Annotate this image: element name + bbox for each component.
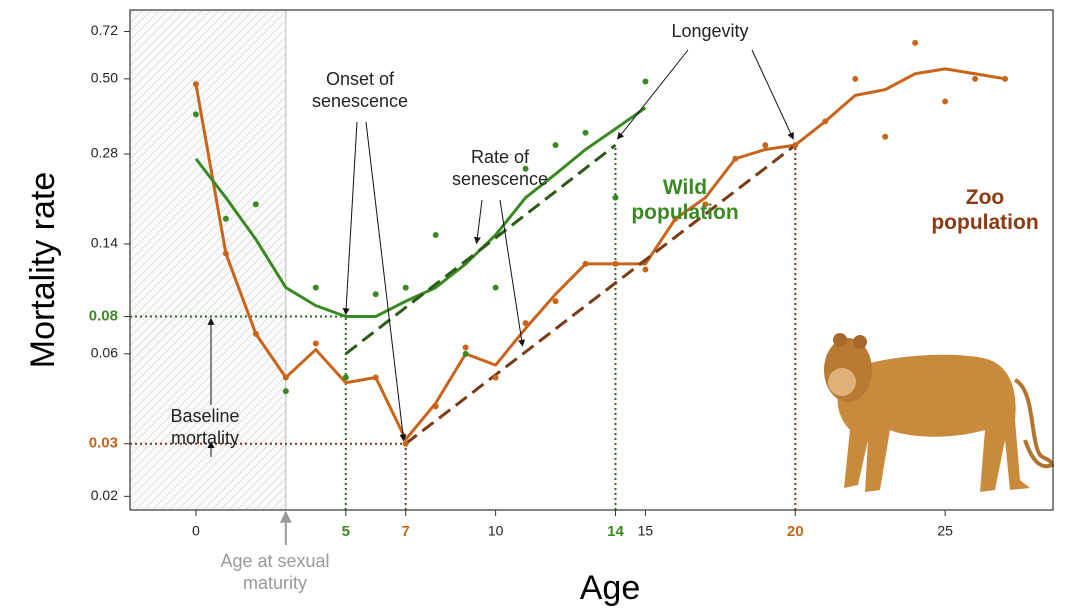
annotation-arrow bbox=[617, 49, 689, 140]
data-point bbox=[912, 39, 919, 46]
y-axis-label: Mortality rate bbox=[24, 172, 62, 369]
annotation-arrow bbox=[473, 199, 483, 245]
x-tick-label: 14 bbox=[607, 523, 624, 540]
data-point bbox=[492, 374, 499, 381]
data-point bbox=[552, 298, 559, 305]
data-point bbox=[1002, 75, 1009, 82]
annotation: Longevity bbox=[671, 21, 749, 41]
x-axis-label: Age bbox=[580, 569, 641, 607]
annotation-arrow bbox=[499, 199, 526, 347]
annotation: Onset of senescence bbox=[311, 69, 409, 111]
series-label-box: Wild population bbox=[631, 176, 739, 224]
data-point bbox=[552, 142, 559, 149]
data-point bbox=[372, 374, 379, 381]
annotation-arrow bbox=[342, 121, 358, 316]
data-point bbox=[732, 155, 739, 162]
data-point bbox=[942, 98, 949, 105]
data-point bbox=[462, 344, 469, 351]
data-point bbox=[612, 260, 619, 267]
data-point bbox=[852, 75, 859, 82]
data-point bbox=[642, 78, 649, 85]
data-point bbox=[522, 165, 529, 172]
annotation-arrow bbox=[751, 49, 794, 140]
x-tick-label: 5 bbox=[342, 523, 350, 540]
annotation-box: Age at sexual maturity bbox=[220, 551, 330, 593]
annotation-box: Rate of senescence bbox=[451, 147, 549, 189]
series-label-box: Zoo population bbox=[931, 186, 1039, 234]
data-point bbox=[702, 201, 709, 208]
data-point bbox=[612, 194, 619, 201]
data-point bbox=[312, 340, 319, 347]
data-point bbox=[582, 129, 589, 136]
data-point bbox=[372, 291, 379, 298]
annotation: Rate of senescence bbox=[451, 147, 549, 189]
y-tick-label: 0.50 bbox=[91, 70, 118, 86]
data-point bbox=[432, 231, 439, 238]
data-point bbox=[882, 133, 889, 140]
annotation: Baseline mortality bbox=[170, 406, 240, 448]
data-point bbox=[192, 111, 199, 118]
annotation-box: Longevity bbox=[671, 21, 749, 41]
y-tick-label: 0.72 bbox=[91, 22, 118, 38]
annotation: Age at sexual maturity bbox=[220, 551, 330, 593]
plot-frame bbox=[129, 9, 1054, 511]
series-label: Wild population bbox=[631, 176, 739, 224]
data-point bbox=[222, 250, 229, 257]
x-tick-label: 7 bbox=[402, 523, 410, 540]
data-point bbox=[282, 388, 289, 395]
annotation-arrow bbox=[365, 121, 407, 442]
data-point bbox=[642, 266, 649, 273]
y-tick-label: 0.02 bbox=[91, 487, 118, 503]
juvenile-region bbox=[130, 10, 286, 510]
lion-illustration bbox=[824, 333, 1055, 492]
data-point bbox=[402, 284, 409, 291]
data-point bbox=[252, 330, 259, 337]
y-tick-label: 0.14 bbox=[91, 235, 118, 251]
data-point bbox=[312, 284, 319, 291]
x-tick-label: 15 bbox=[638, 523, 654, 539]
series-label: Zoo population bbox=[931, 186, 1039, 234]
data-point bbox=[282, 374, 289, 381]
data-point bbox=[252, 201, 259, 208]
data-point bbox=[522, 320, 529, 327]
x-tick-label: 10 bbox=[488, 523, 504, 539]
data-point bbox=[432, 403, 439, 410]
trend-line bbox=[344, 143, 617, 356]
data-point bbox=[972, 75, 979, 82]
data-point bbox=[492, 284, 499, 291]
x-tick-label: 25 bbox=[937, 523, 953, 539]
data-point bbox=[792, 142, 799, 149]
data-point bbox=[342, 374, 349, 381]
y-tick-label: 0.08 bbox=[89, 307, 118, 324]
data-point bbox=[672, 215, 679, 222]
y-tick-label: 0.06 bbox=[91, 345, 118, 361]
x-tick-label: 0 bbox=[192, 523, 200, 539]
data-point bbox=[582, 260, 589, 267]
annotation-box: Onset of senescence bbox=[311, 69, 409, 111]
data-point bbox=[462, 350, 469, 357]
series-line bbox=[194, 67, 1006, 441]
data-point bbox=[822, 118, 829, 125]
annotation-box: Baseline mortality bbox=[170, 406, 240, 448]
y-tick-label: 0.28 bbox=[91, 145, 118, 161]
data-point bbox=[222, 215, 229, 222]
y-tick-label: 0.03 bbox=[89, 435, 118, 452]
data-point bbox=[402, 440, 409, 447]
x-tick-label: 20 bbox=[787, 523, 804, 540]
data-point bbox=[192, 81, 199, 88]
trend-line bbox=[404, 143, 797, 445]
data-point bbox=[762, 142, 769, 149]
